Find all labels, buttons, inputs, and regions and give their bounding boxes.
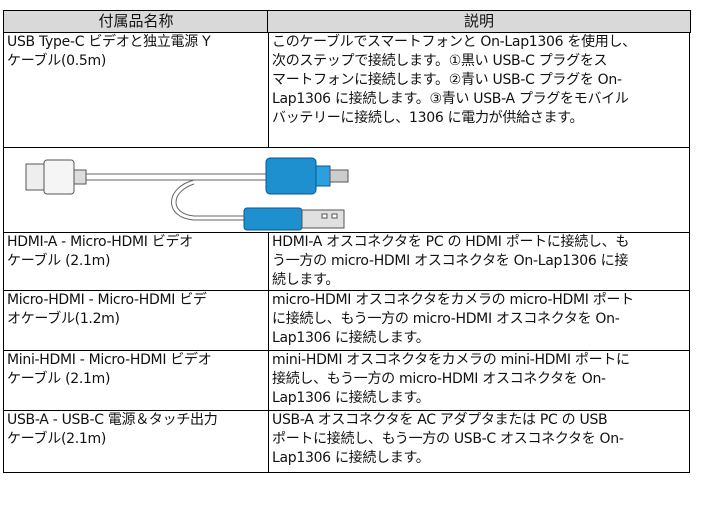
description-line: Lap1306 に接続します。	[272, 450, 430, 466]
name-line: ケーブル (2.1m)	[7, 371, 111, 387]
description-line: バッテリーに接続し、1306 に電力が供給さます。	[272, 110, 584, 126]
name-line: Mini-HDMI - Micro-HDMI ビデオ	[7, 352, 212, 368]
description-line: マートフォンに接続します。②青い USB-C プラグを On-	[272, 72, 622, 88]
name-cell: USB Type-C ビデオと独立電源 Y ケーブル(0.5m)	[3, 32, 269, 148]
description-line: 続します。	[272, 272, 340, 288]
description-line: Lap1306 に接続します。	[272, 330, 430, 346]
name-cell: Micro-HDMI - Micro-HDMI ビデ オケーブル(1.2m)	[3, 290, 269, 351]
name-line: USB Type-C ビデオと独立電源 Y	[7, 34, 211, 50]
description-line: mini-HDMI オスコネクタをカメラの mini-HDMI ポートに	[272, 352, 630, 368]
description-line: HDMI-A オスコネクタを PC の HDMI ポートに接続し、も	[272, 234, 630, 250]
name-line: オケーブル(1.2m)	[7, 311, 120, 327]
name-line: Micro-HDMI - Micro-HDMI ビデ	[7, 292, 207, 308]
description-cell: micro-HDMI オスコネクタをカメラの micro-HDMI ポート に接続…	[268, 290, 690, 351]
name-line: ケーブル (2.1m)	[7, 253, 111, 269]
description-cell: このケーブルでスマートフォンと On-Lap1306 を使用し、 次のステップで接…	[268, 32, 690, 148]
header-cell: 説明	[267, 10, 691, 33]
description-line: Lap1306 に接続します。③青い USB-A プラグをモバイル	[272, 91, 629, 107]
description-cell: HDMI-A オスコネクタを PC の HDMI ポートに接続し、も う一方の m…	[268, 232, 690, 291]
description-line: 次のステップで接続します。①黒い USB-C プラグをス	[272, 53, 608, 69]
cable-image-row	[3, 147, 690, 233]
name-line: USB-A - USB-C 電源＆タッチ出力	[7, 412, 218, 428]
cable-illustration	[25, 157, 349, 231]
description-cell: USB-A オスコネクタを AC アダプタまたは PC の USB ポートに接続し…	[268, 410, 690, 473]
name-cell: HDMI-A - Micro-HDMI ビデオ ケーブル (2.1m)	[3, 232, 269, 291]
name-line: HDMI-A - Micro-HDMI ビデオ	[7, 234, 193, 250]
name-cell: USB-A - USB-C 電源＆タッチ出力 ケーブル(2.1m)	[3, 410, 269, 473]
description-line: Lap1306 に接続します。	[272, 390, 430, 406]
name-line: ケーブル(0.5m)	[7, 53, 106, 69]
header-cell: 付属品名称	[3, 10, 269, 33]
description-line: このケーブルでスマートフォンと On-Lap1306 を使用し、	[272, 34, 636, 50]
description-line: micro-HDMI オスコネクタをカメラの micro-HDMI ポート	[272, 292, 634, 308]
description-line: に接続し、もう一方の micro-HDMI オスコネクタを On-	[272, 311, 620, 327]
description-line: う一方の micro-HDMI オスコネクタを On-Lap1306 に接	[272, 253, 629, 269]
description-line: ポートに接続し、もう一方の USB-C オスコネクタを On-	[272, 431, 624, 447]
description-cell: mini-HDMI オスコネクタをカメラの mini-HDMI ポートに 接続し、…	[268, 350, 690, 411]
description-line: 接続し、もう一方の micro-HDMI オスコネクタを On-	[272, 371, 606, 387]
name-cell: Mini-HDMI - Micro-HDMI ビデオ ケーブル (2.1m)	[3, 350, 269, 411]
description-line: USB-A オスコネクタを AC アダプタまたは PC の USB	[272, 412, 608, 428]
name-line: ケーブル(2.1m)	[7, 431, 106, 447]
